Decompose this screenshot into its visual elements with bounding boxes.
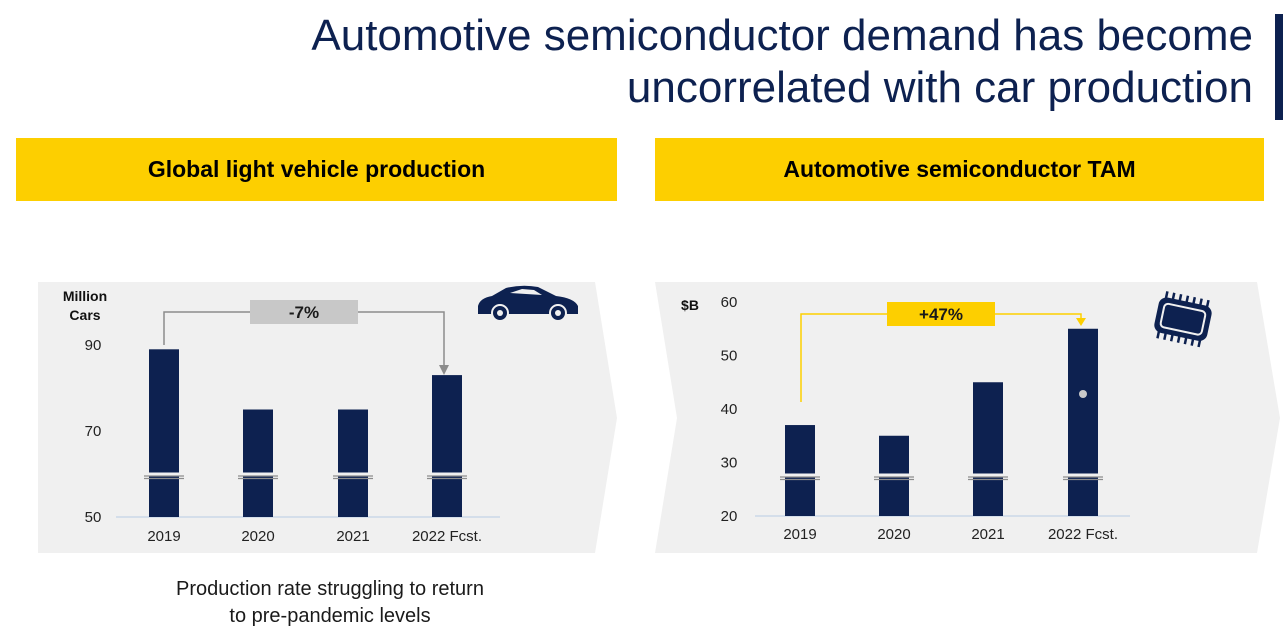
left-y-unit-line2: Cars xyxy=(69,307,100,323)
right-bar-2022-fcst xyxy=(1068,328,1098,516)
right-change-arrowhead xyxy=(1076,318,1086,326)
caption-line-1: Production rate struggling to return xyxy=(176,578,484,600)
left-chart: Million Cars 50 70 90 2019 2020 2021 2022 Fcs… xyxy=(63,285,578,545)
left-change-badge xyxy=(250,300,358,324)
forecast-marker-dot xyxy=(1079,390,1087,398)
left-chart-header: Global light vehicle production xyxy=(16,138,617,201)
title-line-1: Automotive semiconductor demand has beco… xyxy=(311,11,1253,60)
left-x-category-label: 2019 xyxy=(147,528,180,545)
right-chart: $B 20 30 40 50 60 2019 2020 2021 2022 Fcst. +47… xyxy=(681,291,1212,543)
left-y-tick-label: 50 xyxy=(85,509,102,526)
chip-icon xyxy=(1154,291,1212,348)
right-x-category-label: 2019 xyxy=(783,526,816,543)
right-chart-header-label: Automotive semiconductor TAM xyxy=(783,156,1136,182)
left-x-category-label: 2022 Fcst. xyxy=(412,528,482,545)
right-change-badge xyxy=(887,302,995,326)
left-bar-2022-fcst xyxy=(432,375,462,517)
left-y-tick-label: 70 xyxy=(85,423,102,440)
left-y-tick-label: 90 xyxy=(85,337,102,354)
right-y-tick-label: 60 xyxy=(721,294,738,311)
left-change-label: -7% xyxy=(289,303,319,322)
right-change-label: +47% xyxy=(919,305,963,324)
right-x-category-label: 2020 xyxy=(877,526,910,543)
left-chart-panel xyxy=(38,282,617,553)
title-accent-bar xyxy=(1275,14,1283,120)
right-bar-2019 xyxy=(785,425,815,516)
right-y-unit: $B xyxy=(681,297,699,313)
right-y-tick-label: 20 xyxy=(721,508,738,525)
left-chart-caption: Production rate struggling to return to … xyxy=(120,576,540,630)
left-bar-2021 xyxy=(338,409,368,517)
left-bar-2020 xyxy=(243,409,273,517)
left-bar-2019 xyxy=(149,349,179,517)
right-y-tick-label: 50 xyxy=(721,348,738,365)
car-icon xyxy=(478,285,578,322)
left-chart-header-label: Global light vehicle production xyxy=(147,156,486,182)
page-title: Automotive semiconductor demand has beco… xyxy=(153,10,1253,114)
left-y-unit-line1: Million xyxy=(63,288,107,304)
title-line-2: uncorrelated with car production xyxy=(626,63,1253,112)
right-bar-2021 xyxy=(973,382,1003,516)
right-x-category-label: 2021 xyxy=(971,526,1004,543)
left-x-category-label: 2020 xyxy=(241,528,274,545)
caption-line-2: to pre-pandemic levels xyxy=(229,605,431,627)
left-change-arrowhead xyxy=(439,365,449,375)
right-y-tick-label: 40 xyxy=(721,401,738,418)
right-x-category-label: 2022 Fcst. xyxy=(1048,526,1118,543)
right-y-tick-label: 30 xyxy=(721,455,738,472)
left-x-category-label: 2021 xyxy=(336,528,369,545)
right-chart-header: Automotive semiconductor TAM xyxy=(655,138,1264,201)
